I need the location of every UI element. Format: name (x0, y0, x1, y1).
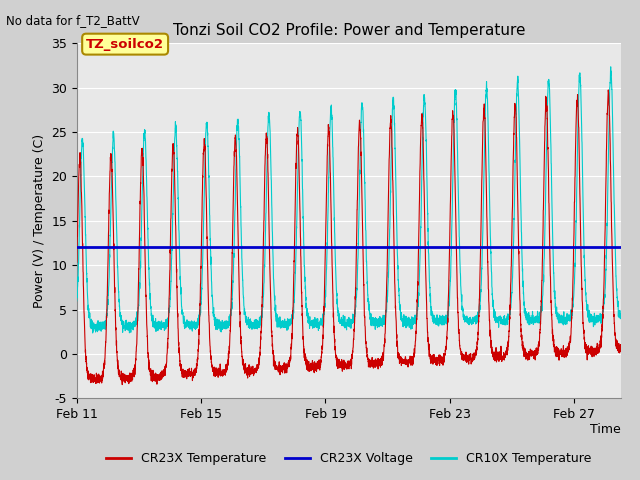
Text: No data for f_T2_BattV: No data for f_T2_BattV (6, 14, 140, 27)
Y-axis label: Power (V) / Temperature (C): Power (V) / Temperature (C) (33, 134, 45, 308)
Text: TZ_soilco2: TZ_soilco2 (86, 37, 164, 51)
Title: Tonzi Soil CO2 Profile: Power and Temperature: Tonzi Soil CO2 Profile: Power and Temper… (173, 23, 525, 38)
Legend: CR23X Temperature, CR23X Voltage, CR10X Temperature: CR23X Temperature, CR23X Voltage, CR10X … (101, 447, 596, 470)
Text: Time: Time (590, 423, 621, 436)
